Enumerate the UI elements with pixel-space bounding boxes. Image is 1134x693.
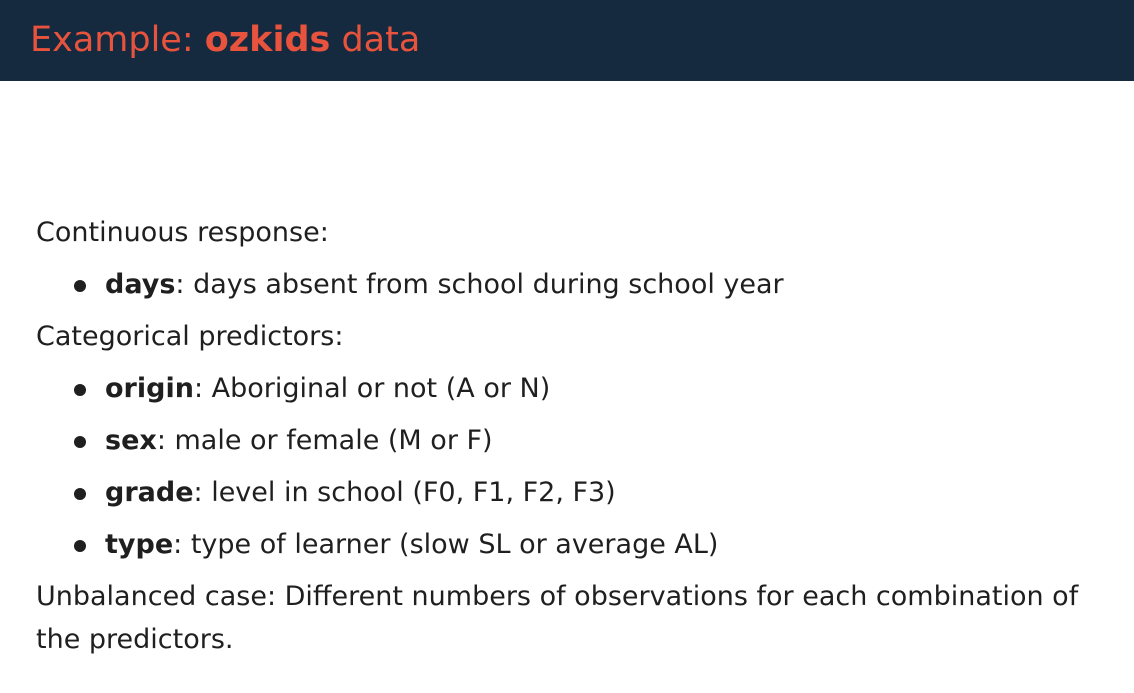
bullet-icon bbox=[74, 488, 86, 500]
slide-content: Continuous response: days: days absent f… bbox=[36, 207, 1116, 661]
list-item-type: type: type of learner (slow SL or averag… bbox=[36, 519, 1116, 571]
bullet-icon bbox=[74, 384, 86, 396]
description-origin: : Aboriginal or not (A or N) bbox=[193, 373, 551, 404]
term-days: days bbox=[105, 269, 176, 300]
term-type: type bbox=[105, 529, 174, 560]
term-grade: grade bbox=[105, 477, 194, 508]
title-emphasis: ozkids bbox=[204, 20, 331, 60]
predictors-heading: Categorical predictors: bbox=[36, 321, 344, 352]
bullet-icon bbox=[74, 436, 86, 448]
title-prefix: Example: bbox=[30, 20, 205, 60]
description-type: : type of learner (slow SL or average AL… bbox=[173, 529, 719, 560]
response-list: days: days absent from school during sch… bbox=[36, 259, 1116, 311]
bullet-icon bbox=[74, 540, 86, 552]
description-days: : days absent from school during school … bbox=[175, 269, 784, 300]
list-item-days: days: days absent from school during sch… bbox=[36, 259, 1116, 311]
slide-title: Example: ozkids data bbox=[30, 18, 420, 62]
list-item-origin: origin: Aboriginal or not (A or N) bbox=[36, 363, 1116, 415]
closing-text: Unbalanced case: Different numbers of ob… bbox=[36, 581, 1079, 655]
term-origin: origin bbox=[105, 373, 194, 404]
predictors-list: origin: Aboriginal or not (A or N) sex: … bbox=[36, 363, 1116, 571]
slide-header: Example: ozkids data bbox=[0, 0, 1134, 81]
bullet-icon bbox=[74, 280, 86, 292]
list-item-grade: grade: level in school (F0, F1, F2, F3) bbox=[36, 467, 1116, 519]
term-sex: sex bbox=[105, 425, 157, 456]
list-item-sex: sex: male or female (M or F) bbox=[36, 415, 1116, 467]
response-heading: Continuous response: bbox=[36, 217, 329, 248]
title-suffix: data bbox=[330, 20, 421, 60]
description-sex: : male or female (M or F) bbox=[156, 425, 493, 456]
description-grade: : level in school (F0, F1, F2, F3) bbox=[193, 477, 616, 508]
